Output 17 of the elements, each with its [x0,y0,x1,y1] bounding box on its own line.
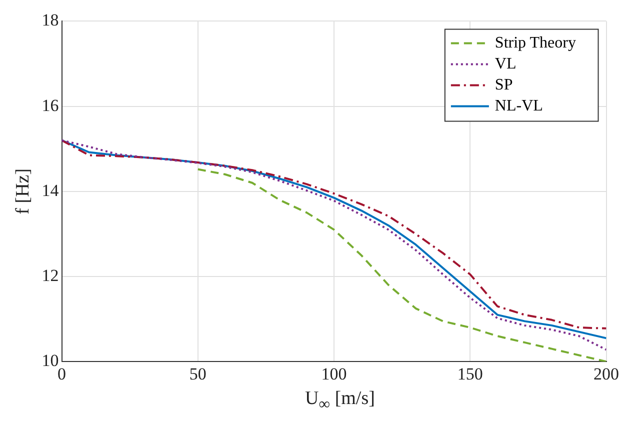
legend-label: NL-VL [494,97,543,114]
x-tick-label: 150 [457,364,483,384]
x-tick-label: 50 [189,364,206,384]
legend-label: SP [494,76,513,94]
legend-label: VL [494,55,516,72]
y-tick-label: 14 [42,180,60,200]
legend-label: Strip Theory [494,34,576,52]
x-axis-title: U$_{∞}$ [m/s] [304,388,376,414]
x-tick-label: 200 [594,364,619,384]
y-tick-label: 12 [42,266,59,285]
y-tick-label: 10 [42,351,59,370]
line-series [196,168,606,362]
x-tick-label: 100 [321,364,347,384]
y-tick-label: 18 [42,10,59,30]
y-tick-label: 16 [42,96,59,115]
x-tick-label: 0 [58,364,66,384]
y-axis-title: f [Hz] [12,168,34,214]
